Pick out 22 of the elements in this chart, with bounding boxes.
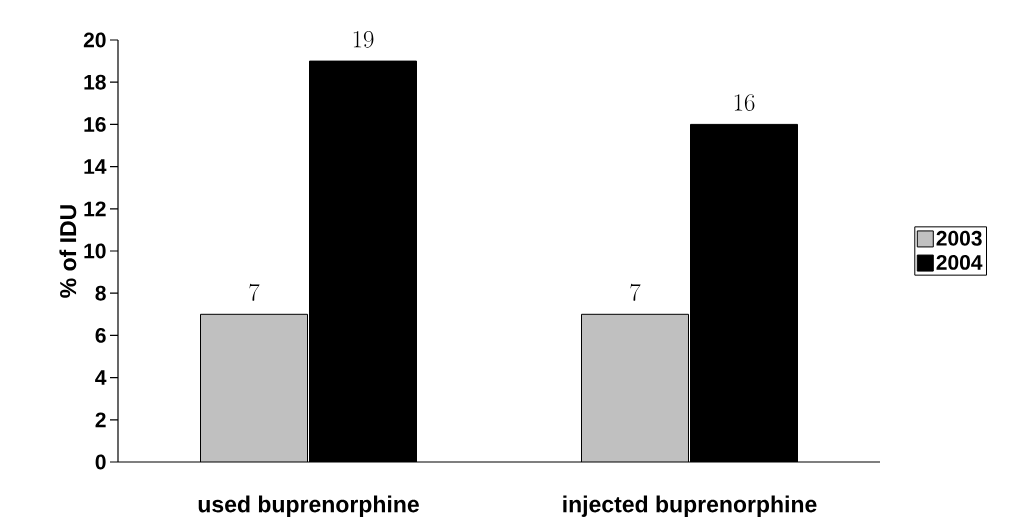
y-tick-label: 20 (83, 32, 106, 48)
data-label: 7 (630, 283, 641, 301)
y-tick-label: 14 (84, 159, 107, 174)
y-tick-label: 8 (95, 285, 106, 301)
x-tick-label: used buprenorphine (198, 495, 419, 517)
y-tick-label: 10 (84, 243, 106, 259)
data-label: 19 (353, 30, 374, 48)
y-tick-label: 12 (84, 201, 106, 217)
y-tick-label: 4 (95, 370, 107, 385)
legend-label: 2004 (936, 255, 983, 270)
y-tick-label: 16 (84, 116, 106, 132)
y-tick-label: 18 (84, 74, 106, 90)
bar (200, 314, 308, 462)
y-tick-label: 0 (95, 454, 106, 470)
y-tick-label: 2 (95, 412, 106, 428)
legend-label: 2003 (936, 230, 982, 246)
y-tick-label: 6 (95, 327, 106, 343)
data-label: 16 (734, 94, 755, 111)
bar (581, 313, 690, 462)
x-tick-label: injected buprenorphine (563, 495, 817, 517)
data-label: 7 (249, 283, 260, 301)
y-axis-title: % of IDU (59, 205, 77, 298)
